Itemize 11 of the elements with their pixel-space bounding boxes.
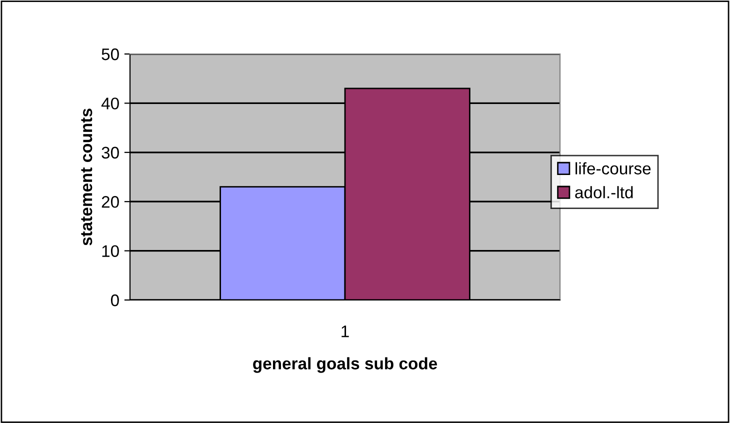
y-tick-label: 40 xyxy=(101,98,119,110)
y-tick-label: 0 xyxy=(110,294,119,306)
legend-label: life-course xyxy=(576,162,651,174)
y-tick-label: 30 xyxy=(102,146,119,159)
x-axis-title: general goals sub code xyxy=(253,357,438,373)
y-tick-label: 20 xyxy=(102,196,119,208)
legend-label: adol.-ltd xyxy=(575,186,633,198)
y-tick-label: 50 xyxy=(102,48,119,60)
y-tick-label: 10 xyxy=(102,245,119,258)
y-axis-title: statement counts xyxy=(81,108,92,246)
x-tick-label: 1 xyxy=(342,326,349,338)
